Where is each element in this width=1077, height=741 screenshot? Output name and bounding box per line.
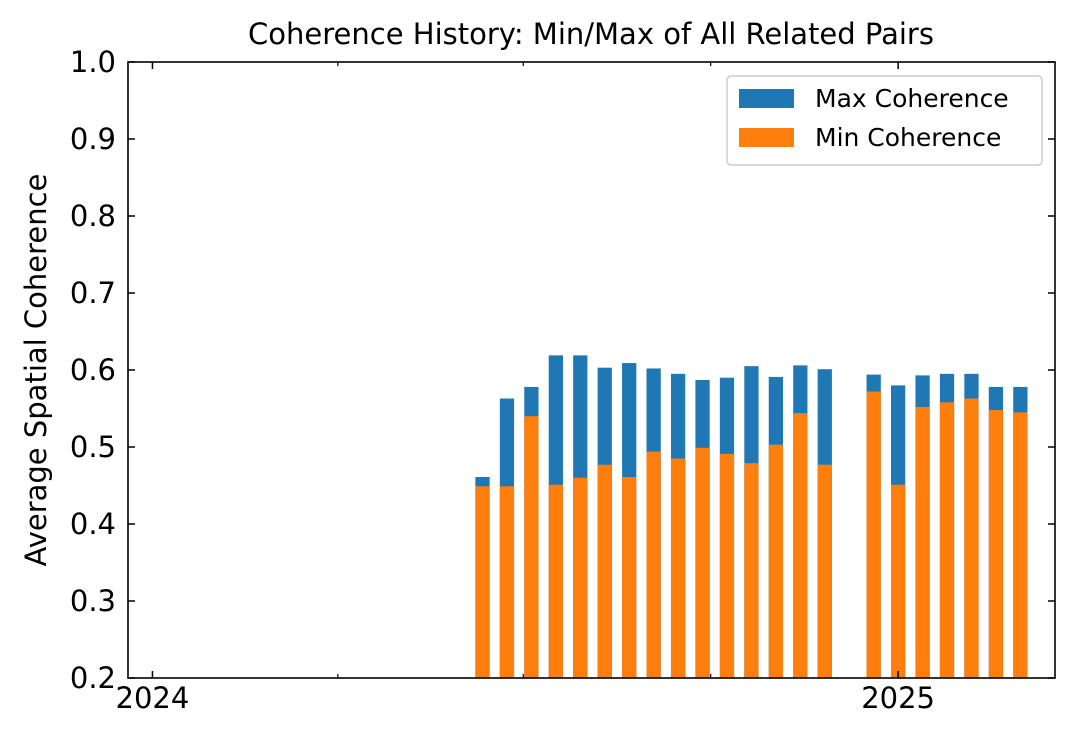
bar-min-1 — [475, 486, 490, 678]
y-axis-label: Average Spatial Coherence — [19, 174, 53, 567]
y-tick-label: 0.9 — [70, 122, 116, 156]
x-tick-label: 2025 — [861, 681, 935, 715]
bar-min-7 — [622, 477, 637, 678]
y-tick-label: 0.4 — [70, 507, 116, 541]
bar-min-14 — [793, 413, 808, 678]
y-tick-label: 0.3 — [70, 584, 116, 618]
y-tick-label: 0.8 — [70, 199, 116, 233]
bar-min-22 — [1013, 412, 1028, 678]
y-tick-label: 0.6 — [70, 353, 116, 387]
legend-label-min: Min Coherence — [815, 123, 1001, 152]
chart-title: Coherence History: Min/Max of All Relate… — [248, 17, 934, 51]
legend-swatch-min — [739, 128, 794, 147]
bar-min-18 — [915, 406, 930, 678]
x-tick-label: 2024 — [116, 681, 190, 715]
y-tick-label: 0.7 — [70, 276, 116, 310]
bar-min-5 — [573, 477, 588, 678]
bar-min-11 — [719, 453, 735, 678]
bar-min-21 — [988, 410, 1004, 678]
bar-min-3 — [524, 416, 539, 678]
bar-min-10 — [695, 447, 710, 678]
bar-min-19 — [939, 402, 955, 678]
axis-ticks: 0.2 0.3 0.4 0.5 0.6 0.7 0.8 0.9 1.0 2024 2025 — [70, 45, 1055, 715]
bar-min-15 — [817, 464, 832, 678]
bar-min-4 — [548, 484, 563, 678]
bar-min-2 — [499, 486, 515, 678]
legend-swatch-max — [739, 89, 794, 108]
bar-min-9 — [670, 458, 686, 678]
y-tick-label: 1.0 — [70, 45, 116, 79]
legend-label-max: Max Coherence — [815, 84, 1009, 113]
y-tick-label: 0.2 — [70, 661, 116, 695]
legend-box — [726, 75, 1043, 166]
bar-min-8 — [646, 451, 661, 678]
legend: Max Coherence Min Coherence — [726, 75, 1043, 166]
bar-min-20 — [964, 398, 979, 678]
bar-group — [475, 355, 1028, 678]
plot-frame — [127, 61, 1056, 679]
bar-min-13 — [768, 444, 784, 678]
bar-min-16 — [866, 391, 881, 678]
bar-min-12 — [744, 463, 759, 678]
y-tick-label: 0.5 — [70, 430, 116, 464]
bar-min-17 — [890, 484, 906, 678]
bar-min-6 — [597, 464, 612, 678]
